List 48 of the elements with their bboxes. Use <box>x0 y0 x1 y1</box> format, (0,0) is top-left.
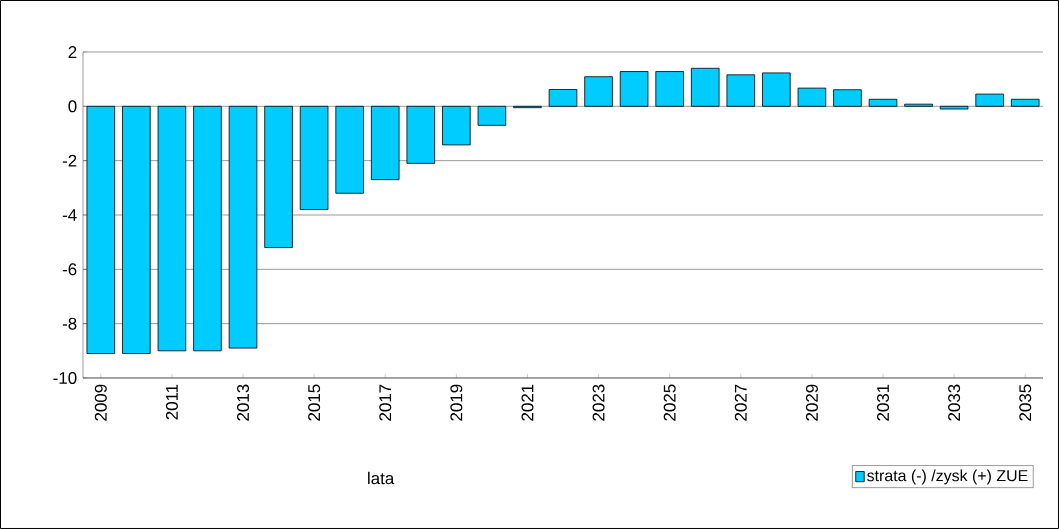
x-tick-label: 2023 <box>592 384 605 421</box>
bar <box>584 76 613 107</box>
bar <box>762 72 791 107</box>
bar <box>193 105 222 352</box>
y-tick-label: -2 <box>62 154 77 167</box>
bar <box>797 87 827 107</box>
x-tick-label: 2025 <box>663 384 676 421</box>
x-tick-label: 2011 <box>165 384 178 420</box>
bar <box>975 93 1004 107</box>
bar <box>868 98 898 107</box>
bar <box>939 105 969 110</box>
y-tick-label: 0 <box>68 100 77 113</box>
x-axis-title: lata <box>368 471 395 485</box>
bar <box>619 71 649 107</box>
bar <box>122 105 151 354</box>
x-tick-label: 2027 <box>734 384 747 421</box>
x-tick-label: 2031 <box>877 384 890 421</box>
bar <box>1010 98 1040 107</box>
y-tick-label: -6 <box>62 263 77 276</box>
y-tick-label: -8 <box>62 317 77 330</box>
bar <box>335 105 364 194</box>
x-tick-label: 2019 <box>450 384 463 421</box>
bar <box>904 103 933 107</box>
bar <box>833 89 862 107</box>
bar <box>228 105 258 349</box>
bar <box>299 105 329 210</box>
bar <box>370 105 400 181</box>
y-tick-label: 2 <box>68 46 77 58</box>
bar <box>264 105 293 248</box>
y-tick-label: -10 <box>53 371 77 384</box>
x-tick-label: 2013 <box>237 384 250 421</box>
bar <box>442 105 471 146</box>
y-tick-label: -4 <box>62 209 77 221</box>
legend-label: strata (-) /zysk (+) ZUE <box>867 469 1028 485</box>
bar <box>655 71 684 107</box>
x-tick-label: 2015 <box>308 384 321 421</box>
bar <box>157 105 187 352</box>
x-tick-label: 2017 <box>379 384 392 421</box>
bar <box>548 89 578 107</box>
x-tick-label: 2033 <box>948 384 961 421</box>
x-tick-label: 2035 <box>1019 384 1032 421</box>
bar <box>477 105 507 126</box>
bar <box>690 67 720 107</box>
bar <box>406 105 436 164</box>
x-tick-label: 2021 <box>521 384 534 421</box>
x-tick-label: 2009 <box>94 384 107 421</box>
bar <box>726 74 756 107</box>
x-tick-label: 2029 <box>805 384 818 421</box>
